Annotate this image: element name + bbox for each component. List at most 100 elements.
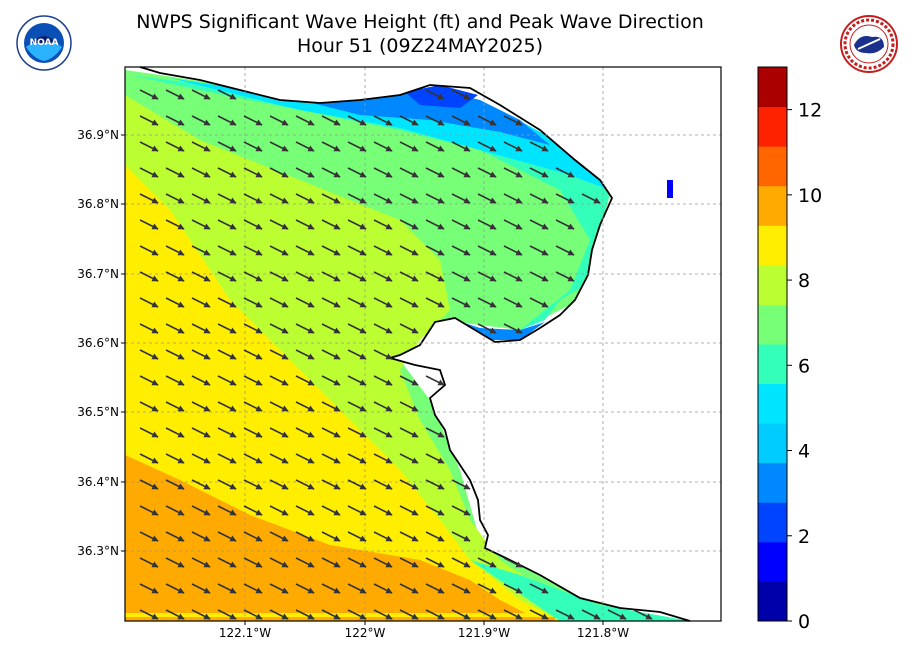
- wave-arrow: [295, 427, 315, 438]
- wave-arrow: [503, 115, 523, 126]
- wave-arrow: [373, 531, 393, 542]
- wave-arrow: [295, 271, 315, 282]
- wave-arrow: [347, 115, 367, 126]
- wave-arrow: [217, 609, 237, 620]
- wave-arrow: [529, 271, 549, 282]
- wave-arrow: [321, 453, 341, 464]
- colorbar-tick-label: 0: [798, 611, 810, 633]
- wave-arrow: [477, 297, 497, 308]
- wave-arrow: [425, 167, 445, 178]
- wave-arrow: [243, 271, 263, 282]
- wave-arrow: [399, 219, 419, 230]
- wave-arrow: [399, 453, 419, 464]
- wave-arrow: [373, 479, 393, 490]
- wave-arrow: [529, 193, 549, 204]
- wave-arrow: [269, 609, 289, 620]
- wave-arrow: [191, 583, 211, 594]
- wave-arrow: [139, 375, 159, 386]
- latitude-labels: 36.9°N 36.8°N 36.7°N 36.6°N 36.5°N 36.4°N 36.3…: [77, 128, 125, 558]
- wave-arrow: [399, 401, 419, 412]
- wave-arrow: [451, 557, 471, 568]
- wave-arrow: [139, 583, 159, 594]
- wave-arrow: [243, 505, 263, 516]
- wave-arrow: [373, 167, 393, 178]
- wave-arrow: [269, 115, 289, 126]
- wave-arrow: [451, 245, 471, 256]
- wave-arrow: [191, 193, 211, 204]
- wave-arrow: [295, 479, 315, 490]
- wave-arrow: [191, 115, 211, 126]
- wave-arrow: [321, 115, 341, 126]
- wave-arrow: [217, 427, 237, 438]
- noaa-logo-icon: NOAA: [16, 15, 72, 71]
- nws-logo-icon: [840, 15, 898, 73]
- wave-arrow: [503, 271, 523, 282]
- wave-arrow: [321, 141, 341, 152]
- wave-arrow: [165, 245, 185, 256]
- wave-arrow: [555, 193, 575, 204]
- wave-arrow: [347, 245, 367, 256]
- wave-arrow: [425, 583, 445, 594]
- wave-arrow: [399, 323, 419, 334]
- wave-arrow: [503, 323, 523, 334]
- wave-arrow: [191, 557, 211, 568]
- colorbar-tick-label: 8: [798, 270, 810, 292]
- wave-arrow: [269, 271, 289, 282]
- wave-arrow: [243, 427, 263, 438]
- wave-arrow: [425, 115, 445, 126]
- wave-arrow: [295, 557, 315, 568]
- wave-arrow: [139, 349, 159, 360]
- wave-arrow: [139, 245, 159, 256]
- colorbar-segment: [758, 383, 787, 424]
- wave-arrow: [217, 557, 237, 568]
- wave-arrow: [425, 193, 445, 204]
- wave-arrow: [139, 219, 159, 230]
- wave-arrow: [139, 479, 159, 490]
- wave-arrow: [139, 323, 159, 334]
- wave-arrow: [191, 167, 211, 178]
- wave-arrow: [399, 297, 419, 308]
- colorbar-segment: [758, 225, 787, 266]
- wave-arrow: [321, 271, 341, 282]
- wave-arrow: [139, 531, 159, 542]
- wave-arrow: [243, 453, 263, 464]
- wave-arrow: [529, 167, 549, 178]
- reservoir-icon: [667, 180, 673, 198]
- wave-arrow: [399, 375, 419, 386]
- wave-arrow: [243, 375, 263, 386]
- wave-arrow: [399, 141, 419, 152]
- band-bay-blue: [455, 320, 545, 340]
- wave-arrow: [451, 505, 471, 516]
- wave-arrow: [451, 609, 471, 620]
- wave-arrow: [269, 427, 289, 438]
- wave-arrow: [295, 531, 315, 542]
- wave-arrow: [139, 271, 159, 282]
- wave-arrow: [191, 141, 211, 152]
- wave-arrow: [373, 323, 393, 334]
- wave-arrow: [269, 479, 289, 490]
- wave-arrow: [269, 531, 289, 542]
- wave-arrow: [269, 141, 289, 152]
- wave-arrow: [191, 479, 211, 490]
- wave-arrow: [217, 323, 237, 334]
- wave-direction-arrows: [139, 89, 653, 620]
- wave-arrow: [217, 141, 237, 152]
- wave-arrow: [477, 323, 497, 334]
- wave-arrow: [425, 479, 445, 490]
- wave-arrow: [477, 193, 497, 204]
- colorbar-tick-label: 4: [798, 441, 810, 463]
- wave-arrow: [451, 193, 471, 204]
- wave-arrow: [217, 375, 237, 386]
- wave-arrow: [295, 141, 315, 152]
- wave-arrow: [477, 219, 497, 230]
- wave-arrow: [217, 505, 237, 516]
- wave-arrow: [347, 375, 367, 386]
- wave-arrow: [425, 141, 445, 152]
- wave-arrow: [373, 297, 393, 308]
- wave-arrow: [295, 453, 315, 464]
- wave-arrow: [165, 115, 185, 126]
- wave-arrow: [373, 141, 393, 152]
- wave-arrow: [373, 349, 393, 360]
- wave-arrow: [425, 505, 445, 516]
